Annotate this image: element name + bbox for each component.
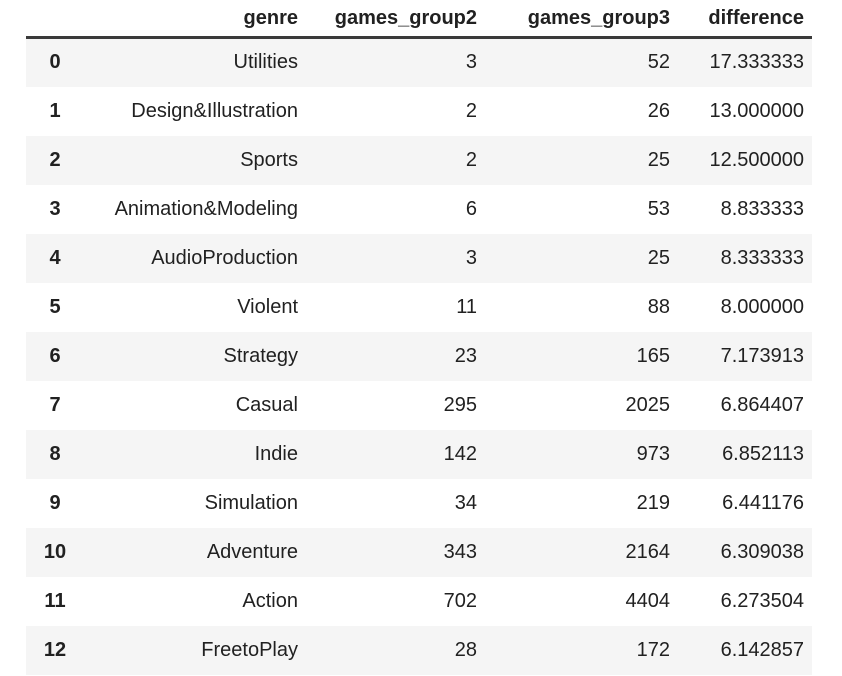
cell-genre: Casual — [235, 393, 298, 416]
table-row: 1 Design&Illustration 2 26 13.000000 — [26, 86, 812, 136]
column-header-games-group2: games_group2 — [306, 0, 485, 39]
row-index: 6 — [49, 344, 61, 367]
table-header: genre games_group2 games_group3 differen… — [26, 0, 812, 39]
cell-games-group3: 4404 — [625, 589, 671, 612]
table-row: 3 Animation&Modeling 6 53 8.833333 — [26, 184, 812, 234]
table-row: 0 Utilities 3 52 17.333333 — [26, 37, 812, 87]
row-index: 10 — [43, 540, 67, 563]
cell-games-group2: 3 — [465, 246, 477, 269]
column-header-games-group3: games_group3 — [485, 0, 678, 39]
table-row: 11 Action 702 4404 6.273504 — [26, 576, 812, 626]
cell-genre: Action — [242, 589, 298, 612]
cell-games-group3: 25 — [647, 246, 670, 269]
cell-games-group2: 3 — [465, 51, 477, 74]
row-index: 3 — [49, 197, 61, 220]
dataframe-table: genre games_group2 games_group3 differen… — [26, 0, 812, 675]
row-index: 4 — [49, 246, 61, 269]
row-index: 1 — [49, 99, 61, 122]
cell-genre: Animation&Modeling — [114, 197, 298, 220]
row-index: 11 — [44, 589, 66, 612]
index-column-header — [26, 0, 84, 39]
cell-games-group2: 6 — [465, 197, 477, 220]
cell-difference: 17.333333 — [709, 51, 804, 74]
table-row: 12 FreetoPlay 28 172 6.142857 — [26, 625, 812, 675]
cell-games-group2: 2 — [465, 99, 477, 122]
cell-games-group2: 142 — [443, 442, 477, 465]
cell-difference: 6.273504 — [720, 589, 804, 612]
cell-genre: AudioProduction — [151, 246, 298, 269]
cell-difference: 6.864407 — [720, 393, 804, 416]
cell-games-group2: 28 — [454, 638, 477, 661]
cell-genre: Adventure — [206, 540, 298, 563]
cell-games-group2: 343 — [443, 540, 477, 563]
table-row: 4 AudioProduction 3 25 8.333333 — [26, 233, 812, 283]
cell-difference: 6.309038 — [720, 540, 804, 563]
cell-games-group3: 165 — [636, 344, 670, 367]
row-index: 5 — [49, 295, 61, 318]
row-index: 0 — [49, 51, 61, 74]
cell-genre: Utilities — [233, 51, 298, 74]
cell-games-group3: 26 — [647, 99, 670, 122]
cell-difference: 6.142857 — [720, 638, 804, 661]
cell-games-group3: 52 — [647, 51, 670, 74]
cell-games-group2: 34 — [454, 491, 477, 514]
cell-difference: 13.000000 — [709, 99, 804, 122]
cell-difference: 6.441176 — [722, 491, 804, 514]
cell-genre: Sports — [240, 148, 298, 171]
cell-games-group3: 172 — [636, 638, 670, 661]
cell-games-group3: 2025 — [625, 393, 671, 416]
row-index: 8 — [49, 442, 61, 465]
cell-difference: 12.500000 — [709, 148, 804, 171]
cell-games-group3: 219 — [636, 491, 670, 514]
cell-difference: 6.852113 — [722, 442, 804, 465]
cell-genre: Violent — [237, 295, 298, 318]
column-header-difference: difference — [678, 0, 812, 39]
cell-games-group2: 11 — [456, 295, 477, 318]
cell-games-group3: 53 — [647, 197, 670, 220]
table-row: 9 Simulation 34 219 6.441176 — [26, 478, 812, 528]
cell-games-group2: 702 — [443, 589, 477, 612]
cell-games-group3: 25 — [647, 148, 670, 171]
cell-games-group3: 88 — [647, 295, 670, 318]
cell-genre: Simulation — [204, 491, 298, 514]
row-index: 12 — [43, 638, 67, 661]
header-row: genre games_group2 games_group3 differen… — [26, 0, 812, 39]
table-body: 0 Utilities 3 52 17.333333 1 Design&Illustrati… — [26, 37, 812, 675]
table-row: 8 Indie 142 973 6.852113 — [26, 429, 812, 479]
row-index: 9 — [49, 491, 61, 514]
table-row: 5 Violent 11 88 8.000000 — [26, 282, 812, 332]
cell-difference: 8.833333 — [720, 197, 804, 220]
cell-genre: FreetoPlay — [201, 638, 298, 661]
table-row: 6 Strategy 23 165 7.173913 — [26, 331, 812, 381]
table-row: 7 Casual 295 2025 6.864407 — [26, 380, 812, 430]
row-index: 2 — [49, 148, 61, 171]
cell-genre: Strategy — [223, 344, 298, 367]
table-row: 2 Sports 2 25 12.500000 — [26, 135, 812, 185]
cell-games-group2: 295 — [443, 393, 477, 416]
cell-games-group2: 23 — [454, 344, 477, 367]
cell-difference: 8.000000 — [720, 295, 804, 318]
cell-games-group2: 2 — [465, 148, 477, 171]
table-row: 10 Adventure 343 2164 6.309038 — [26, 527, 812, 577]
cell-games-group3: 973 — [636, 442, 670, 465]
cell-difference: 7.173913 — [720, 344, 804, 367]
row-index: 7 — [49, 393, 61, 416]
cell-games-group3: 2164 — [625, 540, 671, 563]
column-header-genre: genre — [84, 0, 306, 39]
cell-difference: 8.333333 — [720, 246, 804, 269]
cell-genre: Indie — [254, 442, 298, 465]
cell-genre: Design&Illustration — [131, 99, 298, 122]
